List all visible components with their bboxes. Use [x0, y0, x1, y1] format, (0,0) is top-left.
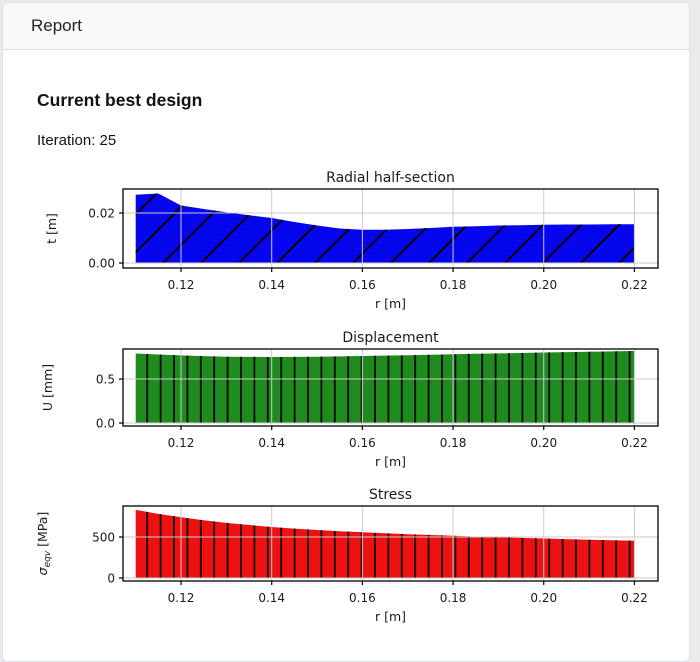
svg-text:0.12: 0.12 — [168, 591, 195, 605]
svg-text:0.5: 0.5 — [96, 372, 115, 386]
svg-text:Stress: Stress — [369, 487, 412, 503]
svg-text:0.16: 0.16 — [349, 591, 376, 605]
svg-text:r [m]: r [m] — [375, 454, 406, 469]
svg-text:500: 500 — [92, 530, 115, 544]
svg-text:0: 0 — [107, 571, 115, 585]
area-hatch — [135, 193, 635, 263]
card-header: Report — [3, 3, 689, 50]
svg-text:0.22: 0.22 — [621, 436, 648, 450]
svg-text:0.18: 0.18 — [440, 591, 467, 605]
svg-text:Radial half-section: Radial half-section — [326, 170, 455, 186]
svg-text:0.20: 0.20 — [530, 591, 557, 605]
radial-half-section-chart: 0.12 0.14 0.16 0.18 0.20 0.22 0.00 0.02 Radial h… — [44, 170, 659, 311]
svg-text:r [m]: r [m] — [375, 609, 406, 624]
displacement-chart: 0.12 0.14 0.16 0.18 0.20 0.22 0.0 0.5 Displaceme… — [40, 330, 659, 469]
svg-text:U [mm]: U [mm] — [40, 364, 55, 411]
card-body: Current best design Iteration: 25 0.12 0.… — [3, 90, 689, 629]
area-hatch — [135, 351, 635, 423]
svg-text:Displacement: Displacement — [342, 330, 439, 346]
svg-text:0.14: 0.14 — [258, 278, 285, 292]
svg-text:r [m]: r [m] — [375, 296, 406, 311]
svg-text:0.14: 0.14 — [258, 436, 285, 450]
svg-text:0.20: 0.20 — [530, 278, 557, 292]
svg-text:0.18: 0.18 — [440, 436, 467, 450]
svg-text:0.16: 0.16 — [349, 436, 376, 450]
svg-text:0.12: 0.12 — [168, 436, 195, 450]
svg-text:0.18: 0.18 — [440, 278, 467, 292]
svg-text:0.00: 0.00 — [88, 256, 115, 270]
svg-text:σeqv [MPa]: σeqv [MPa] — [35, 512, 53, 576]
svg-text:0.20: 0.20 — [530, 436, 557, 450]
svg-text:0.22: 0.22 — [621, 278, 648, 292]
card-title: Report — [31, 16, 83, 35]
charts-container: 0.12 0.14 0.16 0.18 0.20 0.22 0.00 0.02 Radial h… — [3, 165, 689, 629]
svg-text:0.0: 0.0 — [96, 416, 115, 430]
svg-text:0.02: 0.02 — [88, 206, 115, 220]
svg-text:0.12: 0.12 — [168, 278, 195, 292]
svg-text:0.14: 0.14 — [258, 591, 285, 605]
svg-text:t [m]: t [m] — [44, 213, 59, 244]
section-heading: Current best design — [37, 90, 203, 110]
svg-text:0.16: 0.16 — [349, 278, 376, 292]
report-card: Report Current best design Iteration: 25… — [2, 2, 690, 662]
iteration-text: Iteration: 25 — [37, 132, 117, 149]
stress-chart: 0.12 0.14 0.16 0.18 0.20 0.22 0 500 Stress r [m] σ… — [35, 487, 659, 624]
svg-text:0.22: 0.22 — [621, 591, 648, 605]
area-hatch — [135, 509, 635, 578]
